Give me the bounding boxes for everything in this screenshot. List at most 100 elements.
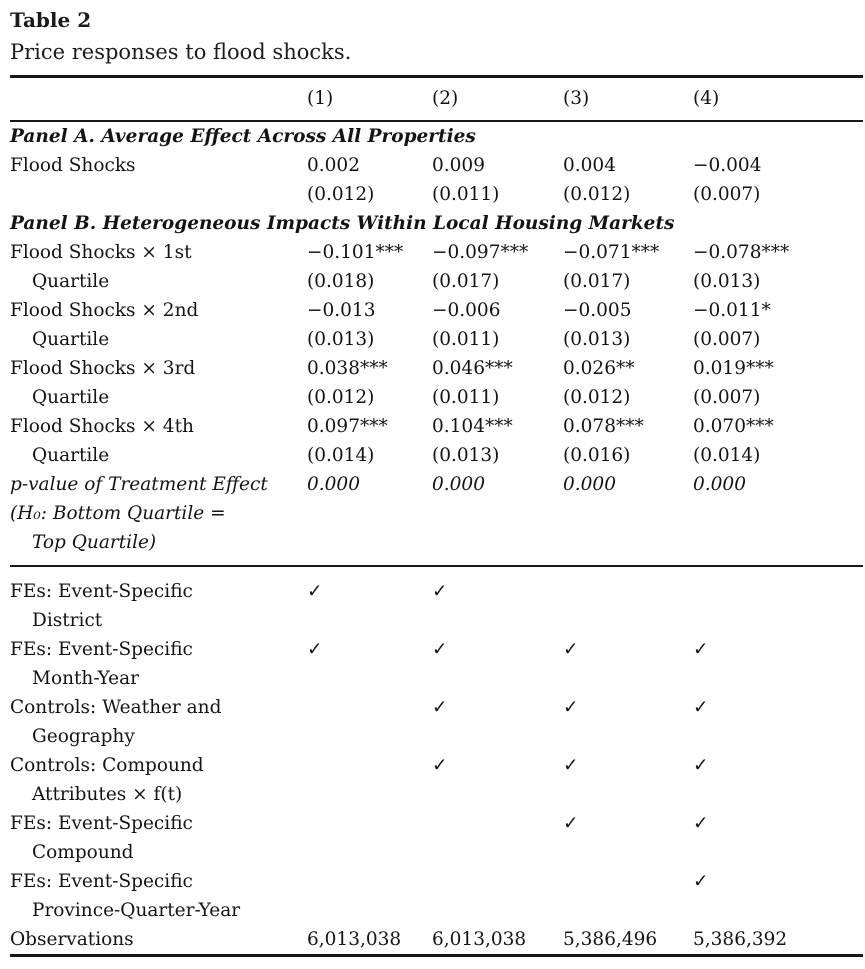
- quartile-1-se-row: Quartile (0.018) (0.017) (0.017) (0.013): [10, 267, 863, 296]
- obs-cell: 6,013,038: [307, 925, 432, 957]
- se-cell: (0.014): [307, 445, 375, 466]
- column-header-4: (4): [693, 75, 863, 122]
- check-cell: ✓: [693, 871, 709, 892]
- coef-cell: −0.006: [432, 300, 501, 321]
- check-cell: [563, 867, 693, 896]
- spec-row-monthyear-1: FEs: Event-Specific ✓ ✓ ✓ ✓: [10, 635, 863, 664]
- column-header-2: (2): [432, 75, 563, 122]
- row-label: Flood Shocks × 2nd: [10, 300, 199, 321]
- spec-label: FEs: Event-Specific: [10, 813, 193, 834]
- spec-row-compound-attrs-2: Attributes × f(t): [10, 780, 863, 809]
- se-cell: (0.013): [432, 445, 500, 466]
- pvalue-h0-row: (H₀: Bottom Quartile =: [10, 499, 863, 528]
- coef-cell: 0.104***: [432, 416, 513, 437]
- coef-cell: 0.009: [432, 155, 485, 176]
- spec-label-cont: Month-Year: [32, 668, 139, 689]
- se-cell: (0.018): [307, 271, 375, 292]
- column-header-row: (1) (2) (3) (4): [10, 75, 863, 122]
- flood-shocks-se-row: (0.012) (0.011) (0.012) (0.007): [10, 180, 863, 209]
- se-cell: (0.011): [432, 387, 500, 408]
- quartile-4-se-row: Quartile (0.014) (0.013) (0.016) (0.014): [10, 441, 863, 470]
- check-cell: [563, 565, 693, 606]
- row-label-cont: Top Quartile): [32, 532, 157, 553]
- row-label-empty: [10, 180, 307, 209]
- se-cell: (0.011): [432, 329, 500, 350]
- row-label: Observations: [10, 925, 307, 957]
- coef-cell: −0.078***: [693, 242, 790, 263]
- se-cell: (0.007): [693, 387, 761, 408]
- spec-row-district-2: District: [10, 606, 863, 635]
- coef-cell: 0.026**: [563, 358, 635, 379]
- spec-row-district-1: FEs: Event-Specific ✓ ✓: [10, 565, 863, 606]
- panel-a-title: Panel A. Average Effect Across All Prope…: [10, 126, 476, 147]
- check-cell: ✓: [432, 697, 448, 718]
- se-cell: (0.012): [307, 387, 375, 408]
- column-header-3: (3): [563, 75, 693, 122]
- spec-row-weather-2: Geography: [10, 722, 863, 751]
- coef-cell: −0.005: [563, 300, 632, 321]
- row-label: Flood Shocks × 3rd: [10, 358, 196, 379]
- spec-label-cont: District: [32, 610, 103, 631]
- se-cell: (0.016): [563, 445, 631, 466]
- row-label: Flood Shocks × 4th: [10, 416, 194, 437]
- check-cell: [432, 809, 563, 838]
- spec-label-cont: Compound: [32, 842, 134, 863]
- panel-b-title: Panel B. Heterogeneous Impacts Within Lo…: [10, 213, 675, 234]
- obs-cell: 5,386,392: [693, 925, 863, 957]
- quartile-3-coef-row: Flood Shocks × 3rd 0.038*** 0.046*** 0.0…: [10, 354, 863, 383]
- check-cell: [307, 693, 432, 722]
- se-cell: (0.007): [693, 329, 761, 350]
- check-cell: ✓: [693, 639, 709, 660]
- coef-cell: −0.004: [693, 155, 762, 176]
- coef-cell: 0.078***: [563, 416, 644, 437]
- check-cell: [307, 751, 432, 780]
- check-cell: [307, 809, 432, 838]
- se-cell: (0.013): [693, 271, 761, 292]
- spec-label-cont: Geography: [32, 726, 135, 747]
- row-label-cont: Quartile: [32, 387, 110, 408]
- coef-cell: 0.002: [307, 155, 360, 176]
- se-cell: (0.017): [432, 271, 500, 292]
- spec-label: Controls: Weather and: [10, 697, 222, 718]
- coef-cell: −0.101***: [307, 242, 404, 263]
- pvalue-cell: 0.000: [432, 474, 485, 495]
- coef-cell: −0.071***: [563, 242, 660, 263]
- obs-cell: 5,386,496: [563, 925, 693, 957]
- se-cell: (0.013): [563, 329, 631, 350]
- check-cell: ✓: [563, 813, 579, 834]
- check-cell: ✓: [307, 565, 432, 606]
- coef-cell: −0.011*: [693, 300, 771, 321]
- check-cell: ✓: [563, 697, 579, 718]
- coef-cell: −0.013: [307, 300, 376, 321]
- check-cell: ✓: [432, 755, 448, 776]
- regression-table: (1) (2) (3) (4) Panel A. Average Effect …: [10, 75, 863, 957]
- row-label: Flood Shocks: [10, 155, 136, 176]
- se-cell: (0.013): [307, 329, 375, 350]
- check-cell: ✓: [432, 639, 448, 660]
- panel-b-header-row: Panel B. Heterogeneous Impacts Within Lo…: [10, 209, 863, 238]
- quartile-2-coef-row: Flood Shocks × 2nd −0.013 −0.006 −0.005 …: [10, 296, 863, 325]
- coef-cell: 0.004: [563, 155, 616, 176]
- spec-label: FEs: Event-Specific: [10, 639, 193, 660]
- coef-cell: 0.097***: [307, 416, 388, 437]
- observations-row: Observations 6,013,038 6,013,038 5,386,4…: [10, 925, 863, 957]
- table-title: Table 2: [10, 8, 92, 32]
- spec-label-cont: Province-Quarter-Year: [32, 900, 241, 921]
- spec-row-province-2: Province-Quarter-Year: [10, 896, 863, 925]
- quartile-1-coef-row: Flood Shocks × 1st −0.101*** −0.097*** −…: [10, 238, 863, 267]
- column-header-empty: [10, 75, 307, 122]
- spec-label: FEs: Event-Specific: [10, 871, 193, 892]
- check-cell: [432, 867, 563, 896]
- coef-cell: 0.019***: [693, 358, 774, 379]
- coef-cell: −0.097***: [432, 242, 529, 263]
- coef-cell: 0.070***: [693, 416, 774, 437]
- spec-row-compound-attrs-1: Controls: Compound ✓ ✓ ✓: [10, 751, 863, 780]
- check-cell: [693, 565, 863, 606]
- check-cell: ✓: [693, 697, 709, 718]
- se-cell: (0.012): [307, 184, 375, 205]
- column-header-1: (1): [307, 75, 432, 122]
- check-cell: ✓: [307, 639, 323, 660]
- pvalue-row: p-value of Treatment Effect 0.000 0.000 …: [10, 470, 863, 499]
- spec-row-province-1: FEs: Event-Specific ✓: [10, 867, 863, 896]
